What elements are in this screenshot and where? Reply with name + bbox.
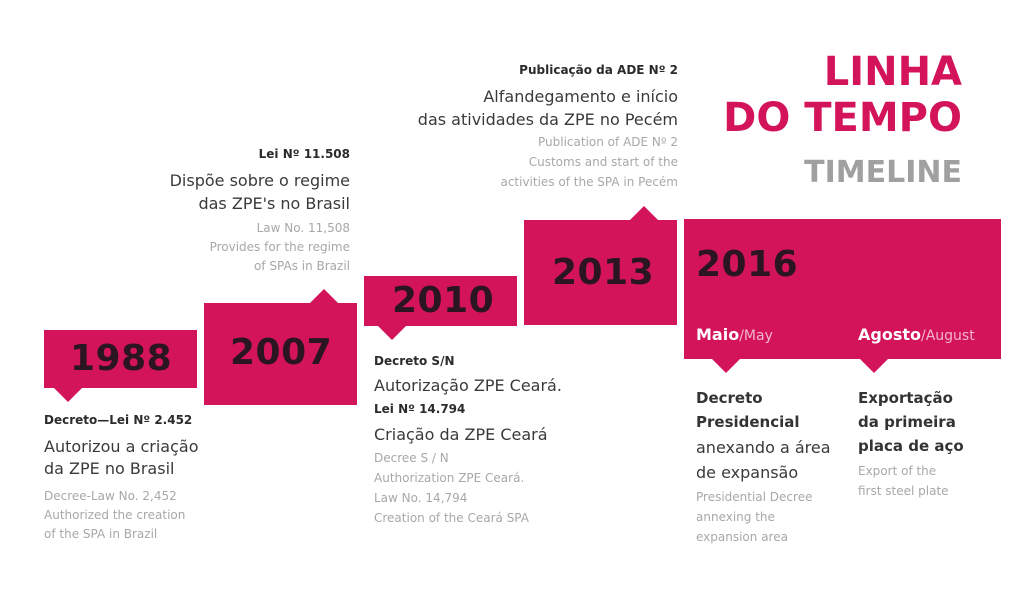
en-2007-line1: Law No. 11,508 xyxy=(256,221,350,235)
year-1988: 1988 xyxy=(70,338,173,379)
pointer-2016-august xyxy=(860,359,888,373)
label-2010-lei: Lei Nº 14.794 xyxy=(374,402,466,416)
pt-1988-line2: da ZPE no Brasil xyxy=(44,459,175,478)
en-2007-line2: Provides for the regime xyxy=(209,240,350,254)
en-2010-line1: Decree S / N xyxy=(374,451,449,465)
year-box-1988 xyxy=(44,330,197,388)
en-1988-line1: Decree-Law No. 2,452 xyxy=(44,489,177,503)
year-box-2007 xyxy=(204,303,357,405)
pointer-2016-may xyxy=(712,359,740,373)
pt-2013-line1: Alfandegamento e início xyxy=(483,87,678,106)
may-en-line3: expansion area xyxy=(696,530,788,544)
pt-2007-line1: Dispõe sobre o regime xyxy=(169,171,350,190)
en-2013-line1: Publication of ADE Nº 2 xyxy=(538,135,678,149)
en-2013-line3: activities of the SPA in Pecém xyxy=(500,175,678,189)
may-en-line2: annexing the xyxy=(696,510,775,524)
month-august-en: /August xyxy=(921,328,975,344)
month-august: Agosto/August xyxy=(858,325,975,344)
aug-bold-line1: Exportação xyxy=(858,389,953,407)
aug-en-line2: first steel plate xyxy=(858,484,949,498)
pointer-1988 xyxy=(54,388,82,402)
aug-bold-line2: da primeira xyxy=(858,413,956,431)
year-2013: 2013 xyxy=(552,252,655,293)
month-may: Maio/May xyxy=(696,325,773,344)
title-line1: LINHA xyxy=(823,49,962,95)
may-pt-line2: de expansão xyxy=(696,463,799,482)
label-2010-decreto: Decreto S/N xyxy=(374,354,455,368)
en-1988-line2: Authorized the creation xyxy=(44,508,186,522)
year-2010: 2010 xyxy=(392,280,495,321)
en-2010-line2: Authorization ZPE Ceará. xyxy=(374,471,525,485)
en-1988-line3: of the SPA in Brazil xyxy=(44,527,158,541)
pointer-2007 xyxy=(310,289,338,303)
month-may-en: /May xyxy=(739,328,773,344)
year-2007: 2007 xyxy=(230,332,333,373)
may-pt-line1: anexando a área xyxy=(696,438,831,457)
year-2016: 2016 xyxy=(696,244,799,285)
month-august-pt: Agosto xyxy=(858,325,921,344)
en-2013-line2: Customs and start of the xyxy=(528,155,678,169)
may-bold-line1: Decreto xyxy=(696,389,763,407)
aug-en-line1: Export of the xyxy=(858,464,937,478)
title-line2: DO TEMPO xyxy=(723,95,962,141)
en-2007-line3: of SPAs in Brazil xyxy=(254,259,350,273)
label-2013: Publicação da ADE Nº 2 xyxy=(519,63,678,77)
label-2007: Lei Nº 11.508 xyxy=(258,147,350,161)
may-bold-line2: Presidencial xyxy=(696,413,800,431)
label-1988: Decreto—Lei Nº 2.452 xyxy=(44,413,193,427)
en-2010-line4: Creation of the Ceará SPA xyxy=(374,511,529,525)
pt-2013-line2: das atividades da ZPE no Pecém xyxy=(417,110,678,129)
pt-2007-line2: das ZPE's no Brasil xyxy=(198,194,350,213)
year-box-2013 xyxy=(524,220,677,325)
month-may-pt: Maio xyxy=(696,325,740,344)
year-box-2010 xyxy=(364,276,517,326)
en-2010-line3: Law No. 14,794 xyxy=(374,491,468,505)
aug-bold-line3: placa de aço xyxy=(858,437,964,455)
pt-1988-line1: Autorizou a criação xyxy=(44,437,199,456)
title-sub: TIMELINE xyxy=(804,155,962,190)
pt-2010-autorizacao: Autorização ZPE Ceará. xyxy=(374,376,562,395)
may-en-line1: Presidential Decree xyxy=(696,490,813,504)
pt-2010-criacao: Criação da ZPE Ceará xyxy=(374,425,548,444)
pointer-2013 xyxy=(630,206,658,220)
year-box-2016 xyxy=(684,219,1001,359)
pointer-2010 xyxy=(378,326,406,340)
